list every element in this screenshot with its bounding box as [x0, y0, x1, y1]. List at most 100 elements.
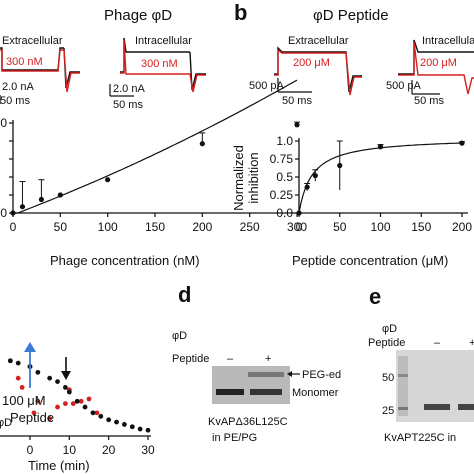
- chart-c-point-black: [74, 398, 80, 404]
- chart-a-xlabel: Phage concentration (nM): [50, 253, 200, 268]
- chart-a-x-tick-label: 0: [10, 220, 17, 234]
- panel-d-band-pegged: [248, 372, 284, 377]
- panel-d-band-bottom-label: Monomer: [292, 387, 339, 399]
- chart-a-x-tick-label: 250: [240, 220, 260, 234]
- panel-c-arrowhead-black: [61, 371, 71, 380]
- chart-c-point-red: [94, 410, 100, 416]
- panel-d: d φD Peptide – + PEG-ed Monomer KvAPΔ36L…: [172, 282, 341, 444]
- panel-a-scale-left-time: 50 ms: [0, 95, 30, 107]
- panel-a-scale-right-current: 2.0 nA: [113, 83, 145, 95]
- chart-c-point-black: [35, 369, 41, 375]
- chart-c-point-black: [66, 389, 72, 395]
- panel-d-letter: d: [178, 282, 191, 307]
- panel-b-scale-time: 50 ms: [282, 95, 312, 107]
- chart-a-point: [10, 210, 16, 216]
- chart-b-y-tick-label: 0.25: [270, 188, 294, 202]
- chart-b-point: [337, 162, 343, 169]
- panel-a-inset-right-label: Intracellular: [135, 35, 192, 47]
- chart-b-point: [296, 210, 302, 216]
- panel-e-band-lane1: [424, 404, 450, 410]
- panel-e-ladder-band-50: [398, 374, 408, 377]
- chart-c-point-black: [55, 379, 60, 385]
- chart-b-x-tick-label: 200: [452, 220, 472, 234]
- panel-b-letter: b: [234, 0, 247, 25]
- panel-d-band-top-label: PEG-ed: [302, 369, 341, 381]
- panel-d-row2-label: Peptide: [172, 353, 209, 365]
- panel-b-inset-left-label: Extracellular: [288, 35, 349, 47]
- chart-c-point-black: [106, 417, 112, 423]
- chart-b: 0 50 100 150 200 0.0 0.25 0.5 0.75 1.0: [270, 134, 473, 234]
- panel-d-arrowhead: [287, 371, 292, 377]
- chart-a-point: [105, 177, 111, 183]
- chart-a-y-tick-label: .0: [0, 206, 7, 220]
- panel-c-arrowhead-blue: [24, 342, 36, 352]
- panel-c: 0 10 20 30 100 μM φD Peptide Time (min): [0, 342, 155, 473]
- chart-c-point-black: [137, 426, 143, 432]
- chart-b-y-tick-label: 0.5: [276, 170, 293, 184]
- chart-a-x-tick-label: 300: [287, 220, 307, 234]
- chart-b-x-tick-label: 0: [296, 220, 303, 234]
- chart-c-x-tick-label: 20: [102, 443, 116, 457]
- chart-b-fit-line: [298, 142, 463, 214]
- panel-a-scale-right-time: 50 ms: [113, 99, 143, 111]
- chart-c-x-tick-label: 30: [141, 443, 155, 457]
- chart-c-point-black: [7, 358, 13, 364]
- panel-b-inset-right: Intracellular 200 μM 500 pA 50 ms: [386, 35, 474, 107]
- panel-e-band-lane2: [458, 404, 474, 410]
- panel-e-lane1: –: [434, 337, 441, 349]
- chart-a-point: [199, 141, 205, 147]
- panel-b-inset-left-conc: 200 μM: [293, 57, 330, 69]
- chart-c-point-black: [145, 427, 151, 433]
- chart-a-x-tick-label: 100: [98, 220, 118, 234]
- panel-a-scale-left-current: 2.0 nA: [2, 81, 34, 93]
- panel-d-caption-line2: in PE/PG: [212, 432, 257, 444]
- chart-a-y-tick-label: 1.0: [0, 116, 7, 130]
- panel-e-marker-25: 25: [382, 405, 394, 417]
- chart-b-x-tick-label: 150: [411, 220, 431, 234]
- chart-a-x-tick-label: 50: [54, 220, 68, 234]
- panel-a: Phage φD Extracellular 300 nM 2.0 nA 50 …: [0, 7, 307, 268]
- chart-b-x-tick-label: 50: [333, 220, 347, 234]
- chart-b-xlabel: Peptide concentration (μM): [292, 253, 448, 268]
- chart-c-point-red: [63, 401, 68, 406]
- chart-a-point: [19, 204, 26, 210]
- panel-b-scale-current-right: 500 pA: [386, 80, 422, 92]
- chart-b-y-tick-label: 0.75: [270, 152, 294, 166]
- panel-a-title: Phage φD: [104, 7, 172, 24]
- chart-a-x-tick-label: 200: [192, 220, 212, 234]
- chart-c-x-tick-label: 10: [63, 443, 77, 457]
- panel-e-caption: KvAPT225C in: [384, 432, 456, 444]
- panel-a-inset-left-label: Extracellular: [2, 35, 63, 47]
- chart-b-x-tick-label: 100: [370, 220, 390, 234]
- panel-d-band-monomer-lane1: [216, 389, 244, 395]
- panel-b-scale-current: 500 pA: [249, 80, 285, 92]
- panel-b-scale-time-right: 50 ms: [414, 95, 444, 107]
- panel-d-caption-line1: KvAPΔ36L125C: [208, 416, 288, 428]
- chart-c-point-black: [122, 422, 127, 427]
- chart-c-point-red: [55, 404, 60, 410]
- panel-d-lane2: +: [265, 353, 271, 365]
- chart-b-point: [312, 172, 318, 179]
- chart-c-point-red: [86, 396, 92, 402]
- panel-e-ladder-band-25: [398, 407, 408, 410]
- panel-b-inset-right-label: Intracellular: [422, 35, 474, 47]
- chart-c-point-red: [19, 385, 25, 390]
- panel-d-lane1: –: [227, 353, 234, 365]
- panel-c-annotation-label: Peptide: [10, 410, 54, 425]
- chart-c-point-black: [63, 385, 68, 390]
- panel-a-inset-right-conc: 300 nM: [141, 58, 178, 70]
- chart-c-point-black: [90, 410, 96, 416]
- panel-d-band-monomer-lane2: [250, 389, 282, 395]
- chart-c-point-black: [15, 360, 21, 366]
- panel-e: e φD Peptide – + 50 25 KvAPT225C in: [368, 284, 474, 444]
- panel-e-marker-50: 50: [382, 372, 394, 384]
- chart-a-point: [38, 196, 45, 203]
- chart-b-point: [377, 144, 384, 150]
- panel-b: b φD Peptide Extracellular 200 μM 500 pA…: [231, 0, 474, 268]
- chart-c-point-black: [98, 413, 104, 419]
- panel-e-row1-label: φD: [382, 323, 397, 335]
- panel-b-inset-right-conc: 200 μM: [420, 57, 457, 69]
- panel-e-row2-label: Peptide: [368, 337, 405, 349]
- panel-c-annotation-conc: 100 μM: [2, 393, 46, 408]
